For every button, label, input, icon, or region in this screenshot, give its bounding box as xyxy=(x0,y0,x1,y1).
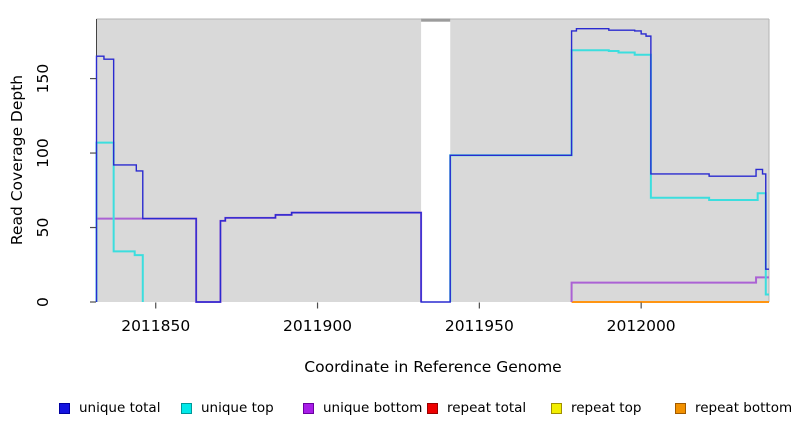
legend-label: repeat top xyxy=(571,400,642,416)
gap-top-cap xyxy=(421,18,451,22)
repeat-total-swatch-icon xyxy=(427,402,438,414)
x-tick-label: 2011950 xyxy=(445,317,514,335)
x-tick-label: 2012000 xyxy=(607,317,676,335)
repeat-bottom-swatch-icon xyxy=(675,402,686,414)
legend-item-repeat-top: repeat top xyxy=(551,400,641,416)
legend-label: repeat total xyxy=(447,400,527,416)
x-tick-label: 2011850 xyxy=(121,317,190,335)
series-unique-total xyxy=(95,27,769,303)
legend-item-unique-total: unique total xyxy=(59,400,160,416)
x-axis-title: Coordinate in Reference Genome xyxy=(304,358,562,376)
gap-region xyxy=(421,19,451,302)
coverage-chart: 2011850 2011900 2011950 2012000 0 50 100 150 xyxy=(34,18,770,335)
legend-label: unique total xyxy=(79,400,161,416)
unique-total-swatch-icon xyxy=(59,402,70,414)
y-tick-label: 50 xyxy=(34,218,52,238)
legend-label: unique top xyxy=(201,400,274,416)
repeat-top-swatch-icon xyxy=(551,402,562,414)
legend-item-repeat-total: repeat total xyxy=(427,400,526,416)
y-tick-label: 150 xyxy=(34,64,52,94)
legend-item-repeat-bottom: repeat bottom xyxy=(675,400,792,416)
x-tick-label: 2011900 xyxy=(283,317,352,335)
unique-top-swatch-icon xyxy=(181,402,192,414)
y-tick-label: 0 xyxy=(34,297,52,307)
legend-item-unique-top: unique top xyxy=(181,400,274,416)
legend-label: repeat bottom xyxy=(695,400,792,416)
legend: unique total unique top unique bottom re… xyxy=(0,400,792,420)
y-tick-label: 100 xyxy=(34,138,52,168)
unique-bottom-swatch-icon xyxy=(303,402,314,414)
legend-label: unique bottom xyxy=(323,400,423,416)
y-axis-title: Read Coverage Depth xyxy=(8,74,26,246)
legend-item-unique-bottom: unique bottom xyxy=(303,400,422,416)
